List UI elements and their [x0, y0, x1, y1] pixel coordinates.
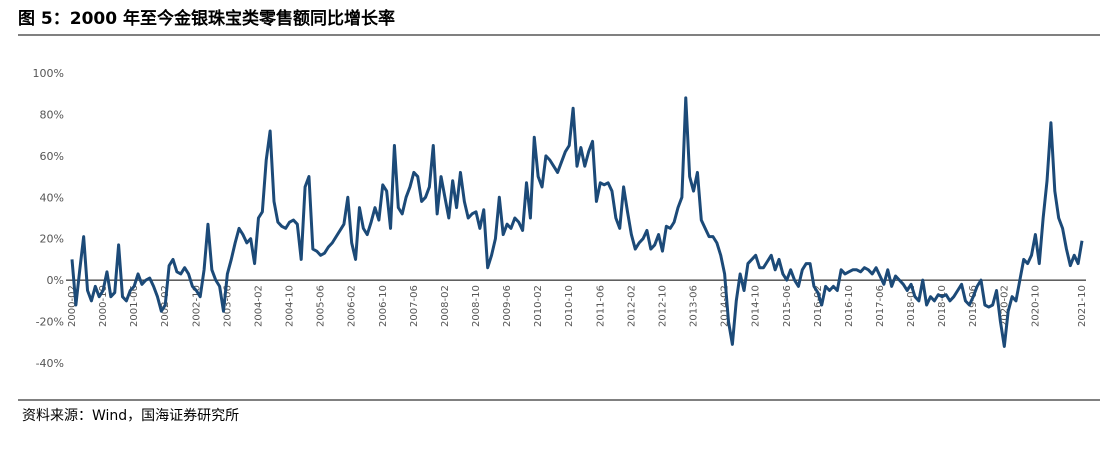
- x-tick-label: 2004-02: [253, 285, 264, 327]
- x-tick-label: 2006-02: [347, 285, 358, 327]
- x-tick-label: 2004-10: [285, 285, 296, 327]
- chart-title: 图 5：2000 年至今金银珠宝类零售额同比增长率: [18, 8, 395, 29]
- x-tick-label: 2009-06: [502, 285, 513, 327]
- x-tick-label: 2000-10: [98, 285, 109, 327]
- x-tick-label: 2019-06: [968, 285, 979, 327]
- x-tick-label: 2011-06: [595, 285, 606, 327]
- x-tick-label: 2016-10: [844, 285, 855, 327]
- y-tick-label: 20%: [40, 233, 64, 246]
- y-tick-label: 60%: [40, 150, 64, 163]
- y-tick-label: 0%: [47, 274, 64, 287]
- x-tick-label: 2018-02: [906, 285, 917, 327]
- x-tick-label: 2018-10: [937, 285, 948, 327]
- x-tick-label: 2017-06: [875, 285, 886, 327]
- x-tick-label: 2003-06: [222, 285, 233, 327]
- x-tick-label: 2021-10: [1077, 285, 1088, 327]
- x-tick-label: 2002-10: [191, 285, 202, 327]
- x-tick-label: 2012-10: [657, 285, 668, 327]
- y-tick-label: 80%: [40, 108, 64, 121]
- x-tick-label: 2005-06: [316, 285, 327, 327]
- x-tick-label: 2012-02: [626, 285, 637, 327]
- y-tick-label: 100%: [33, 67, 64, 80]
- x-tick-label: 2008-02: [440, 285, 451, 327]
- y-tick-label: -20%: [36, 316, 64, 329]
- x-tick-label: 2020-10: [1030, 285, 1041, 327]
- x-tick-label: 2015-06: [782, 285, 793, 327]
- x-tick-label: 2000-02: [67, 285, 78, 327]
- y-tick-label: 40%: [40, 191, 64, 204]
- x-tick-label: 2014-10: [751, 285, 762, 327]
- x-tick-label: 2008-10: [471, 285, 482, 327]
- x-tick-label: 2001-06: [129, 285, 140, 327]
- x-tick-label: 2014-02: [720, 285, 731, 327]
- x-tick-label: 2013-06: [689, 285, 700, 327]
- source: 资料来源：Wind，国海证券研究所: [22, 408, 239, 424]
- x-tick-label: 2016-02: [813, 285, 824, 327]
- y-tick-label: -40%: [36, 357, 64, 370]
- x-tick-label: 2007-06: [409, 285, 420, 327]
- x-tick-label: 2010-10: [564, 285, 575, 327]
- x-tick-label: 2020-02: [999, 285, 1010, 327]
- x-tick-label: 2010-02: [533, 285, 544, 327]
- x-tick-label: 2006-10: [378, 285, 389, 327]
- series-line: [70, 96, 1084, 348]
